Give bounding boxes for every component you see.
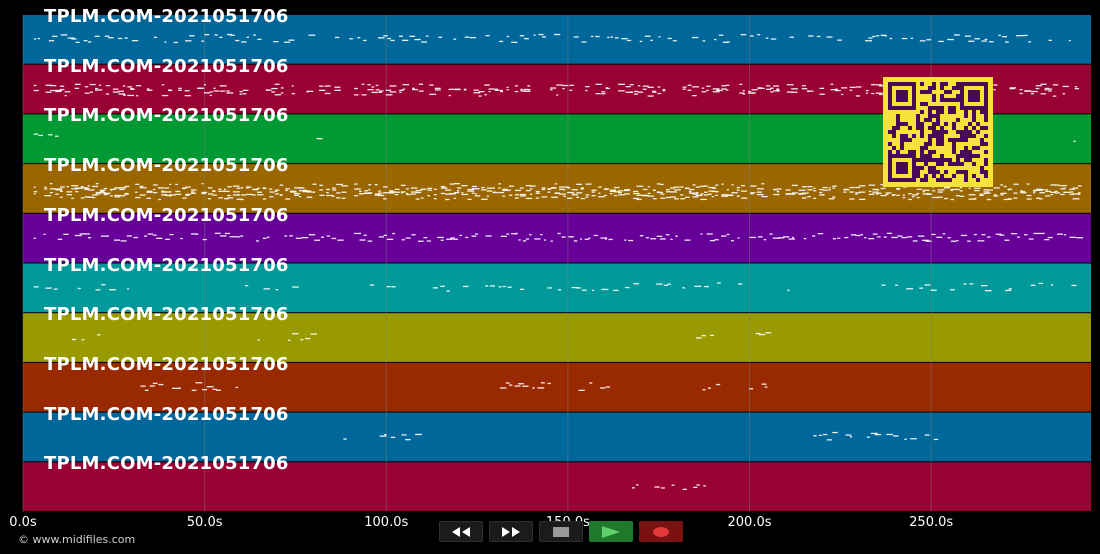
track-lane [23, 15, 1091, 64]
fast-forward-button[interactable] [489, 521, 533, 542]
rewind-icon [452, 526, 470, 537]
time-tick-label: 100.0s [364, 515, 409, 530]
track-notes [33, 33, 1071, 44]
track-notes [33, 83, 1079, 97]
track-notes [33, 282, 1077, 292]
track-name-label: TPLM.COM-2021051706 [44, 453, 289, 475]
copyright-text: © www.midifiles.com [18, 533, 136, 546]
time-tick-label: 250.0s [909, 515, 954, 530]
track-lane [23, 263, 1091, 313]
track-name-label: TPLM.COM-2021051706 [44, 403, 289, 425]
play-button[interactable] [589, 521, 633, 542]
track-notes [631, 484, 706, 490]
track-notes [33, 133, 1076, 142]
track-lane [23, 462, 1091, 511]
track-lane [23, 362, 1091, 412]
track-notes [72, 332, 772, 341]
track-lane [23, 213, 1091, 263]
record-icon [653, 526, 669, 537]
fast-forward-icon [502, 526, 520, 537]
track-name-label: TPLM.COM-2021051706 [44, 304, 289, 326]
track-notes [33, 232, 1084, 242]
track-name-label: TPLM.COM-2021051706 [44, 204, 289, 226]
record-button[interactable] [639, 521, 683, 542]
track-name-label: TPLM.COM-2021051706 [44, 254, 289, 276]
play-icon [602, 525, 620, 538]
time-tick-label: 200.0s [727, 515, 772, 530]
stop-button[interactable] [539, 521, 583, 542]
time-tick-label: 50.0s [186, 515, 223, 530]
rewind-button[interactable] [439, 521, 483, 542]
track-notes [140, 382, 768, 391]
track-name-label: TPLM.COM-2021051706 [44, 6, 289, 27]
transport-controls [439, 521, 683, 542]
track-name-label: TPLM.COM-2021051706 [44, 105, 289, 127]
track-notes [33, 183, 1082, 201]
track-lane [23, 313, 1091, 362]
track-notes [343, 431, 939, 441]
stop-icon [553, 526, 569, 537]
track-lane [23, 412, 1091, 462]
track-name-label: TPLM.COM-2021051706 [44, 353, 289, 375]
track-name-label: TPLM.COM-2021051706 [44, 55, 289, 77]
time-tick-label: 0.0s [9, 515, 37, 530]
qr-code [883, 77, 993, 187]
track-name-label: TPLM.COM-2021051706 [44, 155, 289, 177]
